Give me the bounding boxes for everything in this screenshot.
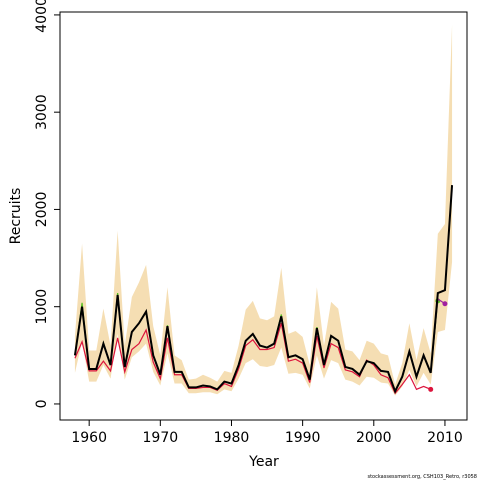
x-tick-label: 1990 bbox=[285, 430, 321, 446]
x-tick-label: 1970 bbox=[143, 430, 179, 446]
y-tick-label: 2000 bbox=[34, 192, 50, 228]
x-tick-label: 1980 bbox=[214, 430, 250, 446]
y-tick-label: 3000 bbox=[34, 94, 50, 130]
x-tick-label: 2010 bbox=[427, 430, 463, 446]
confidence-band bbox=[74, 24, 453, 396]
y-axis-label: Recruits bbox=[8, 188, 24, 245]
retro-end-point bbox=[442, 301, 448, 307]
x-tick-label: 2000 bbox=[356, 430, 392, 446]
y-tick-label: 1000 bbox=[34, 289, 50, 325]
footer: stockassessment.org, CSH103_Retro, r3058 bbox=[367, 474, 477, 480]
plot-frame bbox=[59, 11, 468, 421]
main-line bbox=[73, 185, 454, 394]
y-tick-label: 0 bbox=[34, 399, 50, 408]
x-tick-label: 1960 bbox=[71, 430, 107, 446]
x-axis-label: Year bbox=[248, 454, 279, 470]
retro-end-point bbox=[428, 386, 434, 392]
y-tick-label: 4000 bbox=[34, 0, 50, 33]
